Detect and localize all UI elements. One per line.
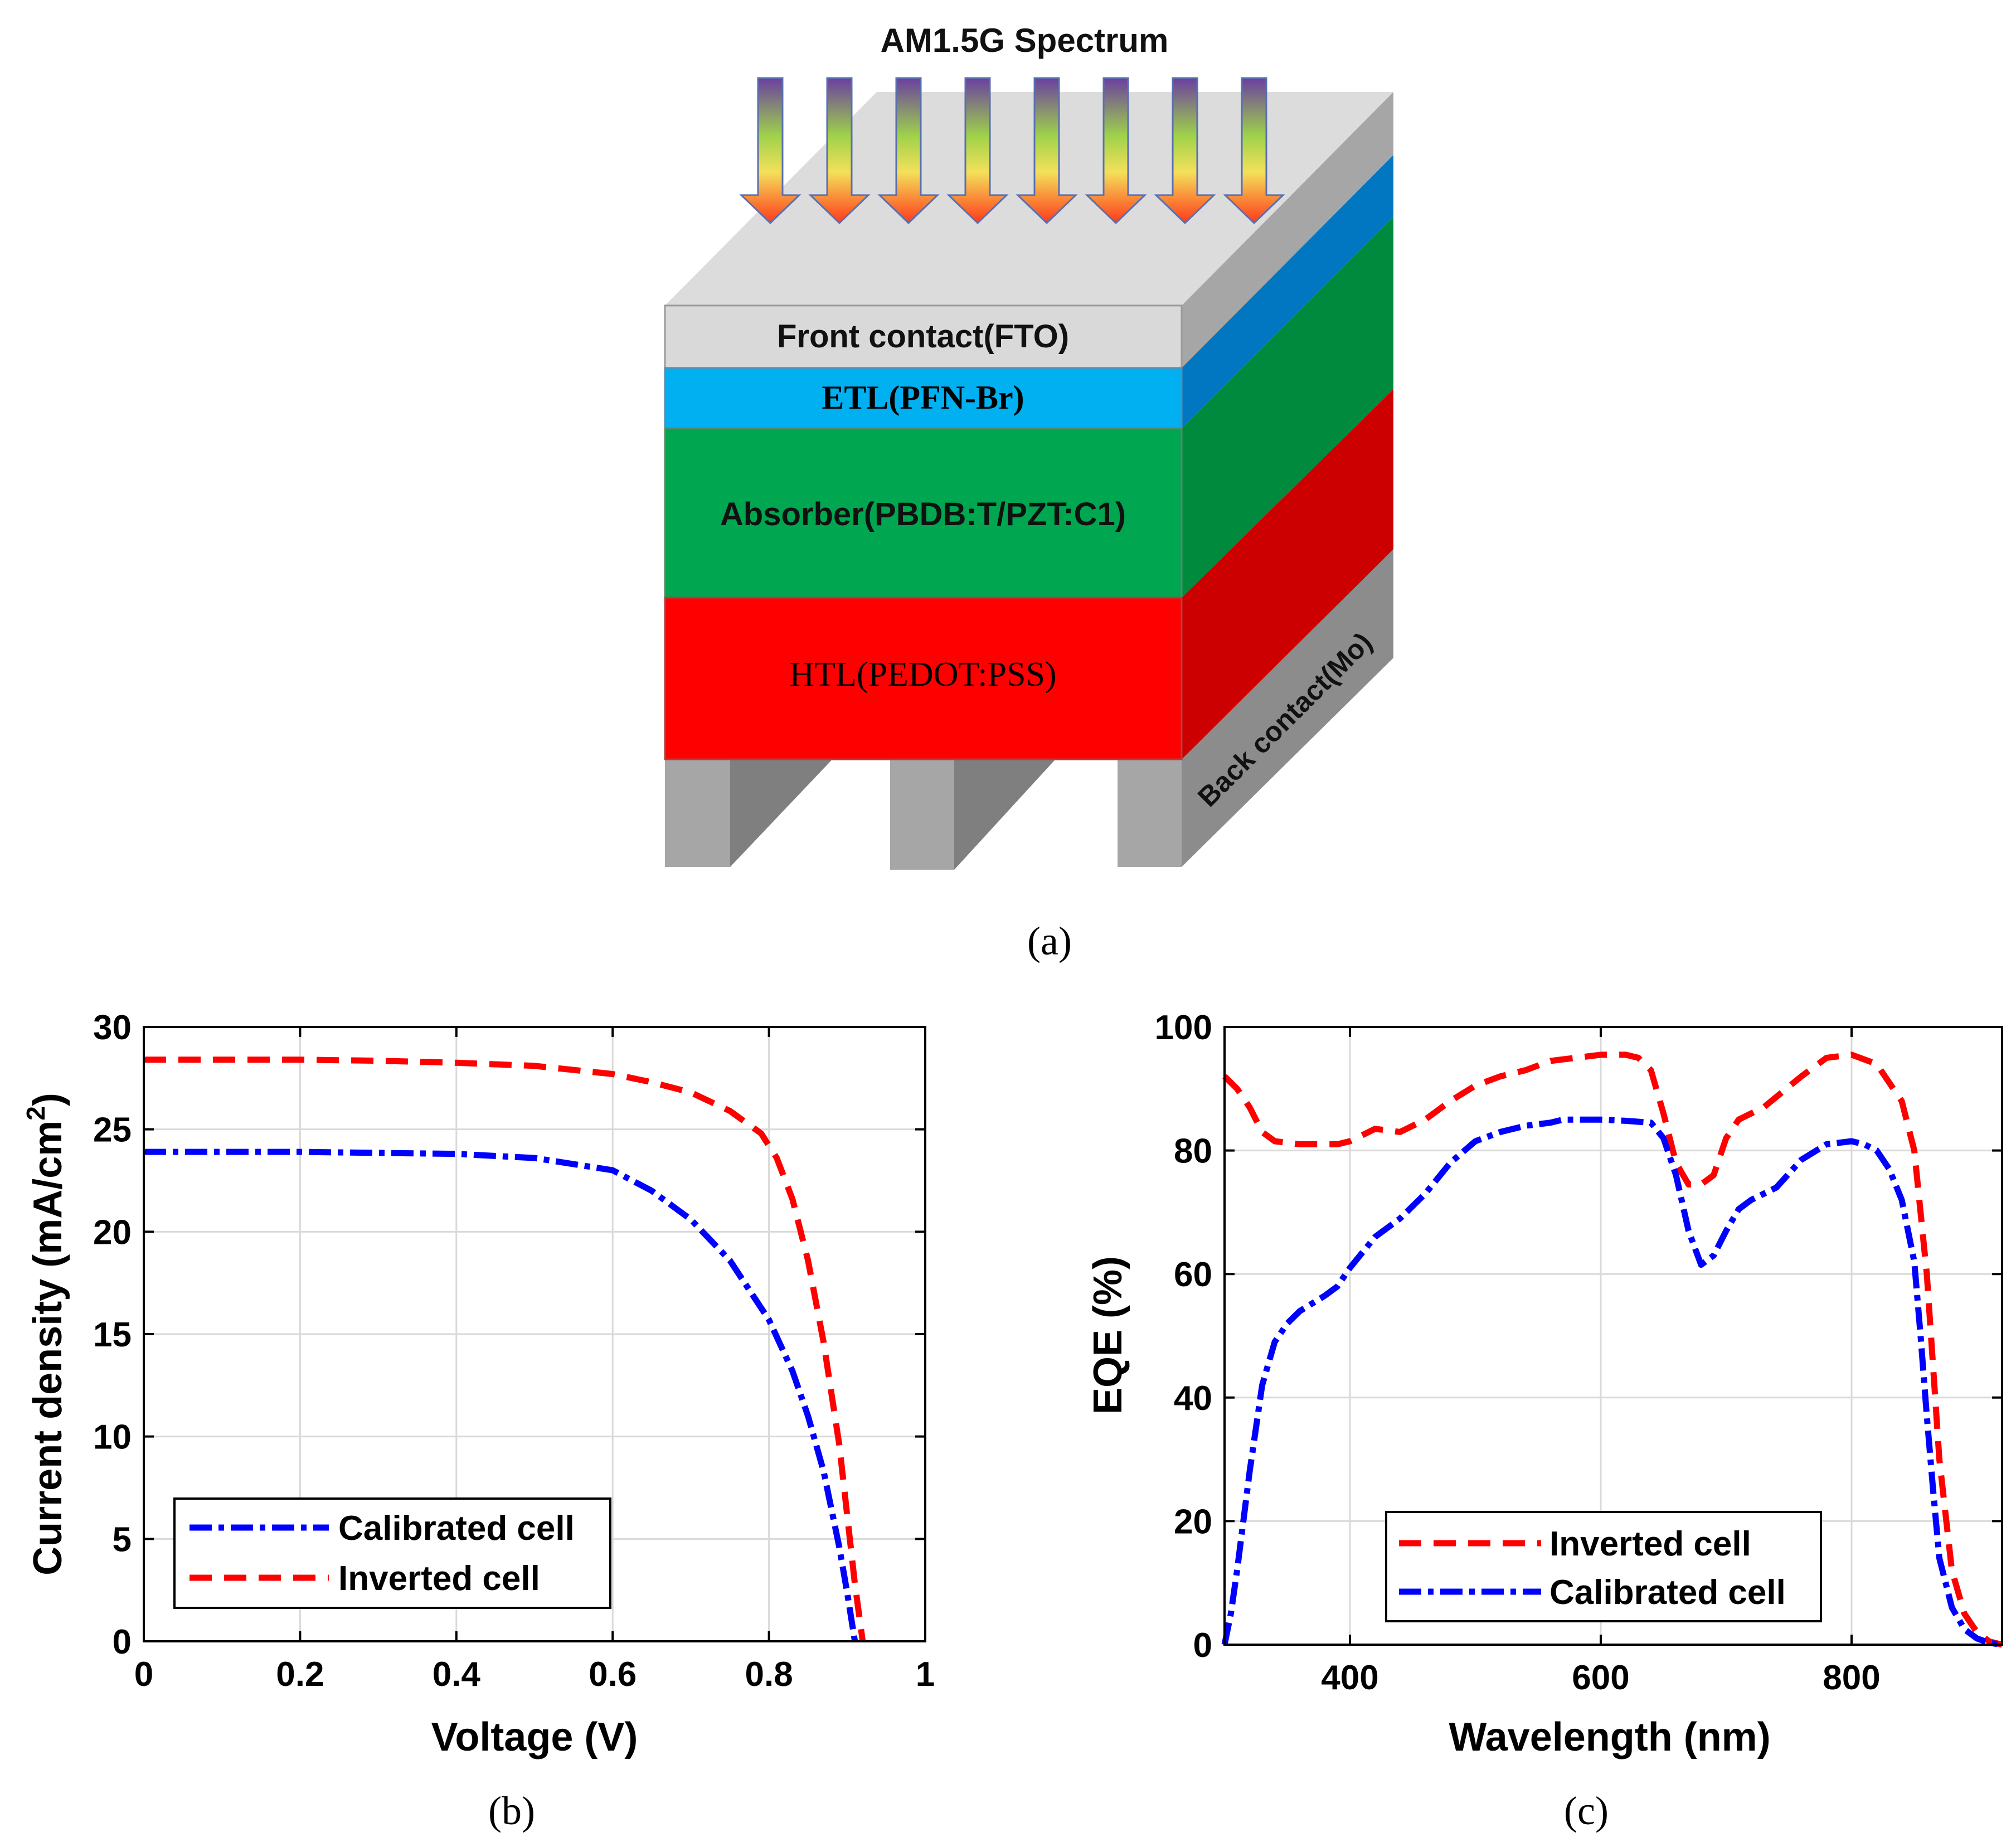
legend-label-calibrated: Calibrated cell [338,1509,575,1548]
eqe-legend: Inverted cell Calibrated cell [1385,1511,1822,1622]
y-tick-label: 30 [93,1009,132,1047]
layer-front-contact [664,304,1183,369]
legend-label-inverted: Inverted cell [338,1559,540,1598]
layer-htl [664,597,1183,760]
light-arrow-icon [1154,77,1216,225]
jv-x-ticks: 0 0.2 0.4 0.6 0.8 1 [134,1027,935,1694]
eqe-chart: 400 600 800 0 20 40 60 80 100 Wavelength (nm) E… [1086,1009,2003,1833]
jv-series [144,1056,866,1642]
series-line-inverted-cell [1222,1051,2003,1648]
x-tick-label: 1 [916,1655,935,1694]
x-tick-label: 400 [1321,1659,1378,1697]
front-faces [664,304,1183,760]
jv-y-ticks: 0 5 10 15 20 25 30 [93,1009,925,1661]
light-arrows [739,77,1285,225]
eqe-plot-frame [1223,1026,2003,1646]
x-tick-label: 0.6 [589,1655,637,1694]
x-tick-label: 800 [1823,1659,1880,1697]
light-arrow-icon [1223,77,1285,225]
y-tick-label: 40 [1174,1379,1212,1418]
jv-y-axis-title: Current density (mA/cm2) [21,1093,70,1576]
eqe-x-axis-title: Wavelength (nm) [1449,1715,1770,1760]
y-tick-label: 25 [93,1111,132,1150]
caption-c: (c) [1564,1788,1609,1833]
eqe-y-axis-title: EQE (%) [1086,1256,1130,1414]
spectrum-label: AM1.5G Spectrum [881,22,1169,59]
light-arrow-icon [1016,77,1078,225]
x-tick-label: 0.2 [276,1655,324,1694]
absorber-label: Absorber(PBDB:T/PZT:C1) [720,496,1126,532]
x-tick-label: 0.8 [745,1655,793,1694]
htl-label: HTL(PEDOT:PSS) [789,656,1056,694]
y-tick-label: 0 [113,1623,132,1661]
light-arrow-icon [877,77,940,225]
light-arrow-icon [946,77,1009,225]
light-arrow-icon [808,77,871,225]
y-tick-label: 15 [93,1316,132,1354]
y-tick-label: 10 [93,1418,132,1457]
series-line-inverted-cell [144,1056,866,1642]
series-line-calibrated-cell [144,1148,858,1642]
legend-label-calibrated-eqe: Calibrated cell [1549,1573,1786,1612]
series-line-calibrated-cell [1221,1116,2003,1648]
side-faces [1182,92,1393,759]
jv-x-axis-title: Voltage (V) [431,1715,638,1760]
light-arrow-icon [1085,77,1147,225]
layer-etl [664,367,1183,429]
y-tick-label: 100 [1155,1009,1212,1047]
y-tick-label: 20 [93,1213,132,1252]
eqe-y-ticks: 0 20 40 60 80 100 [1155,1009,2002,1665]
y-tick-label: 20 [1174,1502,1212,1541]
y-tick-label: 5 [113,1520,132,1559]
caption-b: (b) [488,1788,535,1833]
y-tick-label: 80 [1174,1132,1212,1171]
layer-absorber [664,427,1183,599]
x-tick-label: 0.4 [433,1655,481,1694]
light-arrow-icon [739,77,801,225]
etl-label: ETL(PFN-Br) [822,379,1024,416]
y-tick-label: 0 [1193,1626,1212,1665]
legend-label-inverted-eqe: Inverted cell [1549,1525,1751,1563]
y-tick-label: 60 [1174,1256,1212,1294]
eqe-series [1221,1051,2003,1648]
x-tick-label: 600 [1572,1659,1629,1697]
back-contact-legs [665,549,1393,870]
x-tick-label: 0 [134,1655,153,1694]
caption-a: (a) [1027,919,1072,963]
eqe-x-ticks: 400 600 800 [1321,1027,1881,1697]
front-contact-label: Front contact(FTO) [777,318,1069,355]
device-diagram: Front contact(FTO) ETL(PFN-Br) Absorber(… [664,22,1393,963]
jv-legend: Calibrated cell Inverted cell [173,1497,611,1609]
